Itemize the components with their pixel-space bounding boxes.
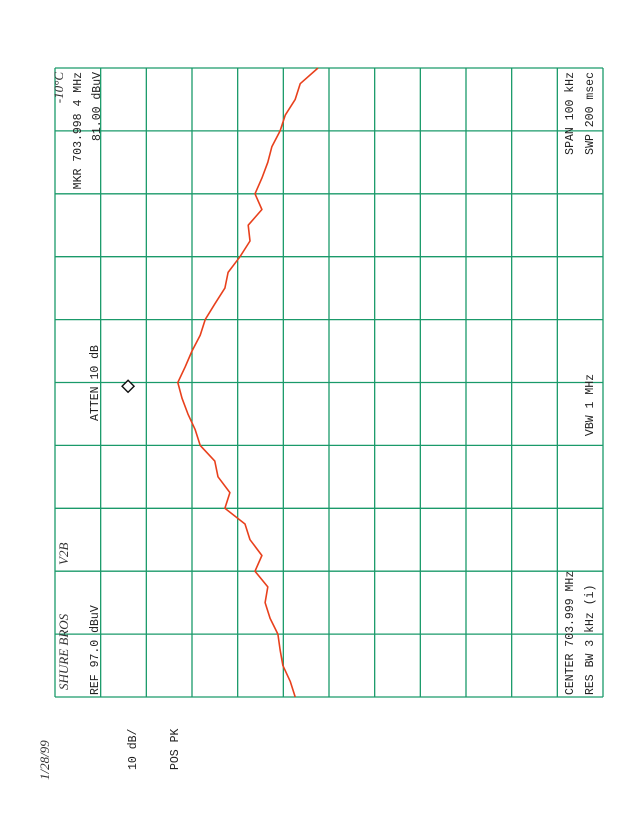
annotation: REF 97.0 dBuV [89,605,102,695]
marker [121,379,136,394]
annotation: 1/28/99 [37,740,52,780]
annotation: -10°C [51,72,66,104]
annotation: POS PK [169,728,182,770]
annotation: VBW 1 MHz [584,374,597,436]
annotation: SWP 200 msec [584,72,597,155]
annotation: V2B [56,543,71,565]
annotation: SPAN 100 kHz [564,72,577,155]
trace [177,67,319,698]
annotation: ATTEN 10 dB [89,345,102,421]
annotation: CENTER 703.999 MHz [564,571,577,695]
annotation: SHURE BROS [56,613,71,690]
annotation: MKR 703.998 4 MHz [72,72,85,189]
annotation: 81.00 dBuV [91,72,104,141]
annotation: 10 dB/ [127,728,140,770]
annotation: RES BW 3 kHz (i) [584,585,597,695]
